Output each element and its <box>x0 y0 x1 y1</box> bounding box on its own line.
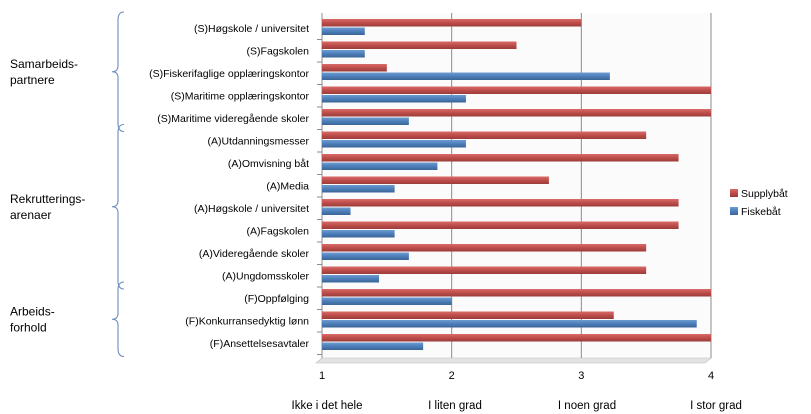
category-label: (A)Utdanningsmesser <box>207 136 309 148</box>
category-label: (S)Høgskole / universitet <box>194 23 309 35</box>
scale-label: I stor grad <box>690 400 742 412</box>
bar-fiskebat <box>322 342 424 350</box>
bar-fiskebat <box>322 95 466 103</box>
bar-fiskebat <box>322 297 452 305</box>
bar-supplybat <box>322 176 549 184</box>
category-label: (S)Maritime videregående skoler <box>157 113 309 125</box>
x-tick-label: 3 <box>578 370 584 382</box>
category-label: (A)Ungdomsskoler <box>222 271 309 283</box>
bar-supplybat <box>322 154 679 162</box>
group-bracket <box>111 123 125 290</box>
bar-supplybat <box>322 131 647 139</box>
bar-fiskebat <box>322 320 697 328</box>
legend-swatch <box>730 189 738 197</box>
group-bracket <box>111 281 125 358</box>
group-label: Rekrutterings- <box>10 192 85 206</box>
bar-fiskebat <box>322 207 351 215</box>
x-tick-label: 2 <box>449 370 455 382</box>
bar-supplybat <box>322 311 614 319</box>
bar-supplybat <box>322 64 387 72</box>
category-label: (A)Omvisning båt <box>228 158 309 170</box>
group-label: forhold <box>10 320 47 334</box>
bar-supplybat <box>322 86 711 94</box>
bar-supplybat <box>322 19 582 27</box>
bar-fiskebat <box>322 252 409 260</box>
x-tick-label: 1 <box>319 370 325 382</box>
category-label: (S)Maritime opplæringskontor <box>171 91 310 103</box>
scale-label: I noen grad <box>558 400 616 412</box>
legend-swatch <box>730 207 738 215</box>
bar-supplybat <box>322 221 679 229</box>
plot-floor <box>315 357 712 364</box>
bar-fiskebat <box>322 50 365 58</box>
category-label: (A)Media <box>266 181 309 193</box>
category-label: (S)Fagskolen <box>247 46 310 58</box>
category-label: (A)Høgskole / universitet <box>194 203 309 215</box>
category-label: (F)Oppfølging <box>244 293 309 305</box>
bar-fiskebat <box>322 72 610 80</box>
bar-fiskebat <box>322 230 395 238</box>
category-label: (F)Ansettelsesavtaler <box>210 338 310 350</box>
bar-fiskebat <box>322 140 466 148</box>
group-label: partnere <box>10 73 55 87</box>
bar-supplybat <box>322 199 679 207</box>
bar-supplybat <box>322 109 711 117</box>
category-label: (F)Konkurransedyktig lønn <box>185 316 309 328</box>
bar-supplybat <box>322 41 517 49</box>
category-label: (A)Videregående skoler <box>199 248 310 260</box>
scale-label: Ikke i det hele <box>292 400 363 412</box>
bar-supplybat <box>322 266 647 274</box>
scale-label: I liten grad <box>428 400 482 412</box>
bar-fiskebat <box>322 162 438 170</box>
bar-fiskebat <box>322 117 409 125</box>
legend-label: Fiskebåt <box>741 206 781 218</box>
category-label: (S)Fiskerifaglige opplæringskontor <box>149 68 309 80</box>
group-label: arenaer <box>10 208 51 222</box>
bar-supplybat <box>322 244 647 252</box>
category-label: (A)Fagskolen <box>247 226 310 238</box>
bar-fiskebat <box>322 185 395 193</box>
group-label: Samarbeids- <box>10 57 78 71</box>
bar-supplybat <box>322 289 711 297</box>
x-tick-label: 4 <box>708 370 714 382</box>
group-bracket <box>111 11 125 133</box>
bar-fiskebat <box>322 275 380 283</box>
legend-label: Supplybåt <box>741 188 788 200</box>
bar-supplybat <box>322 334 711 342</box>
bar-fiskebat <box>322 27 365 35</box>
group-label: Arbeids- <box>10 304 55 318</box>
